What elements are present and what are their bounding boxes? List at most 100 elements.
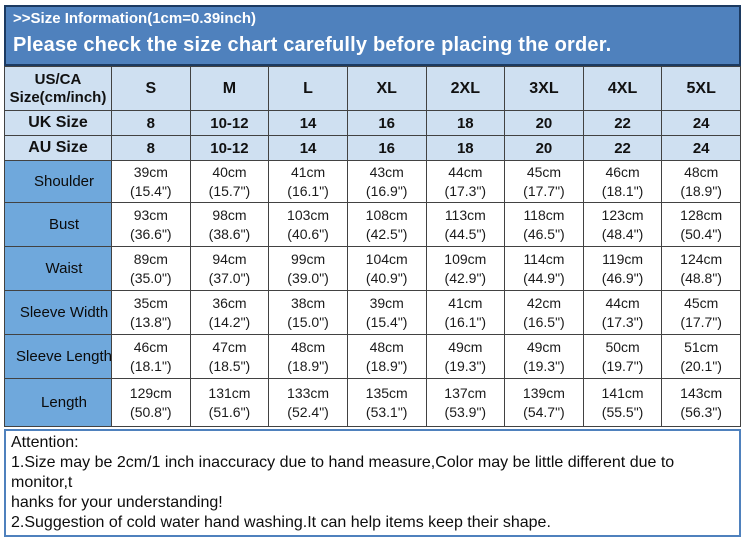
uk-size-value: 20 (505, 111, 584, 136)
measurement-value-cell: 93cm (36.6") (112, 203, 191, 247)
inch-value: (15.0") (287, 313, 329, 330)
inch-value: (39.0") (287, 269, 329, 286)
inch-value: (19.3") (444, 357, 487, 374)
cm-value: 133cm (287, 384, 330, 401)
measurement-value-cell: 48cm (18.9") (269, 335, 348, 379)
inch-value: (48.8") (680, 269, 722, 286)
uk-size-row-label: UK Size (5, 111, 112, 136)
inch-value: (18.1") (601, 182, 644, 199)
cm-value: 119cm (602, 250, 644, 267)
measurement-row-label: Waist (5, 247, 112, 291)
inch-value: (13.8") (130, 313, 172, 330)
measurement-value-cell: 135cm (53.1") (347, 379, 427, 427)
cm-value: 137cm (444, 384, 487, 401)
measurement-value-cell: 119cm (46.9") (583, 247, 663, 291)
measurement-value-cell: 113cm (44.5") (426, 203, 506, 247)
measurement-row-label: Bust (5, 203, 112, 247)
inch-value: (36.6") (130, 225, 172, 242)
size-chart-table: US/CA Size(cm/inch) S M L XL 2XL 3XL 4XL… (4, 66, 741, 427)
cm-value: 108cm (365, 206, 408, 223)
cm-value: 42cm (526, 294, 562, 311)
attention-note-box: Attention: 1.Size may be 2cm/1 inch inac… (4, 429, 741, 537)
inch-value: (40.6") (287, 225, 329, 242)
cm-value: 93cm (133, 206, 168, 223)
uk-size-value: 8 (112, 111, 191, 136)
inch-value: (16.1") (444, 313, 487, 330)
measurement-value-cell: 46cm (18.1") (112, 335, 191, 379)
measurement-value-cell: 39cm (15.4") (112, 161, 191, 203)
size-column-header: L (269, 67, 348, 111)
inch-value: (15.7") (208, 182, 251, 199)
inch-value: (40.9") (365, 269, 408, 286)
measurement-value-cell: 141cm (55.5") (583, 379, 663, 427)
measurement-value-cell: 50cm (19.7") (583, 335, 663, 379)
order-notice-subtitle: Please check the size chart carefully be… (13, 34, 612, 56)
cm-value: 48cm (684, 163, 719, 180)
measurement-value-cell: 104cm (40.9") (347, 247, 427, 291)
measurement-value-cell: 103cm (40.6") (269, 203, 348, 247)
cm-value: 51cm (684, 338, 719, 355)
uk-size-value: 24 (662, 111, 741, 136)
cm-value: 98cm (212, 206, 247, 223)
inch-value: (17.7") (680, 313, 722, 330)
inch-value: (16.5") (523, 313, 565, 330)
inch-value: (50.8") (130, 403, 172, 420)
inch-value: (18.1") (130, 357, 172, 374)
size-column-header: 3XL (505, 67, 584, 111)
inch-value: (55.5") (601, 403, 644, 420)
measurement-value-cell: 118cm (46.5") (505, 203, 584, 247)
measurement-value-cell: 94cm (37.0") (190, 247, 270, 291)
cm-value: 104cm (365, 250, 408, 267)
au-size-value: 16 (347, 136, 427, 161)
cm-value: 41cm (290, 163, 326, 180)
measurement-value-cell: 40cm (15.7") (190, 161, 270, 203)
measurement-value-cell: 44cm (17.3") (426, 161, 506, 203)
cm-value: 99cm (290, 250, 326, 267)
measurement-value-cell: 124cm (48.8") (662, 247, 741, 291)
cm-value: 89cm (133, 250, 168, 267)
cm-value: 124cm (680, 250, 723, 267)
cm-value: 46cm (133, 338, 168, 355)
cm-value: 94cm (212, 250, 247, 267)
measurement-value-cell: 99cm (39.0") (269, 247, 348, 291)
cm-value: 143cm (680, 384, 723, 401)
au-size-value: 10-12 (190, 136, 270, 161)
size-column-header: S (112, 67, 191, 111)
inch-value: (17.3") (601, 313, 644, 330)
size-column-header: 4XL (583, 67, 663, 111)
size-chart-page: >>Size Information(1cm=0.39inch) Please … (4, 5, 741, 537)
measurement-row-label: Shoulder (5, 161, 112, 203)
size-column-header: XL (347, 67, 427, 111)
inch-value: (42.5") (365, 225, 408, 242)
measurement-value-cell: 48cm (18.9") (347, 335, 427, 379)
measurement-value-cell: 49cm (19.3") (426, 335, 506, 379)
attention-heading: Attention: (11, 434, 79, 451)
size-column-header: M (190, 67, 270, 111)
cm-value: 48cm (369, 338, 404, 355)
inch-value: (56.3") (680, 403, 722, 420)
uk-size-value: 16 (347, 111, 427, 136)
inch-value: (18.5") (208, 357, 251, 374)
header-banner: >>Size Information(1cm=0.39inch) Please … (4, 5, 741, 66)
size-column-header: 2XL (426, 67, 506, 111)
cm-value: 44cm (605, 294, 640, 311)
attention-line: 1.Size may be 2cm/1 inch inaccuracy due … (11, 454, 675, 491)
measurement-value-cell: 139cm (54.7") (505, 379, 584, 427)
cm-value: 50cm (605, 338, 640, 355)
measurement-value-cell: 36cm (14.2") (190, 291, 270, 335)
cm-value: 39cm (369, 294, 404, 311)
uk-size-value: 22 (583, 111, 663, 136)
measurement-value-cell: 41cm (16.1") (426, 291, 506, 335)
cm-value: 113cm (444, 206, 486, 223)
measurement-value-cell: 35cm (13.8") (112, 291, 191, 335)
inch-value: (37.0") (208, 269, 251, 286)
table-corner-header: US/CA Size(cm/inch) (5, 67, 112, 111)
measurement-value-cell: 47cm (18.5") (190, 335, 270, 379)
inch-value: (53.1") (365, 403, 408, 420)
inch-value: (53.9") (444, 403, 487, 420)
measurement-value-cell: 131cm (51.6") (190, 379, 270, 427)
measurement-value-cell: 51cm (20.1") (662, 335, 741, 379)
cm-value: 40cm (212, 163, 247, 180)
cm-value: 109cm (444, 250, 487, 267)
size-column-header: 5XL (662, 67, 741, 111)
